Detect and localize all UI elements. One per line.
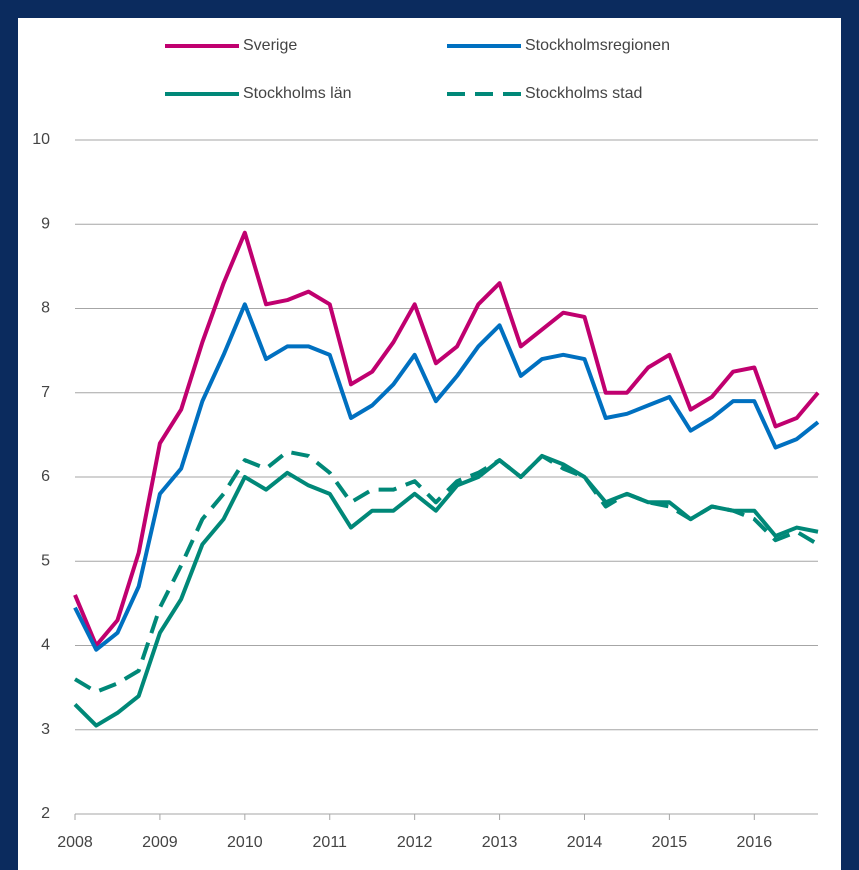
legend-label: Stockholms län [243,85,352,102]
x-tick-label: 2009 [142,834,178,851]
y-tick-label: 8 [41,300,50,317]
x-tick-label: 2011 [313,834,348,851]
plot-background [18,18,841,870]
x-tick-label: 2010 [227,834,263,851]
y-tick-label: 5 [41,552,50,569]
y-tick-label: 3 [41,721,50,738]
y-tick-label: 9 [41,215,50,232]
x-tick-label: 2012 [397,834,433,851]
legend-label: Stockholmsregionen [525,37,670,54]
legend-label: Sverige [243,37,297,54]
y-tick-label: 2 [41,805,50,822]
series-line [73,302,820,652]
series-line [73,449,820,694]
x-tick-label: 2008 [57,834,93,851]
x-tick-label: 2016 [737,834,773,851]
series-line [73,230,820,648]
y-tick-label: 6 [41,468,50,485]
x-tick-label: 2014 [567,834,603,851]
y-tick-label: 10 [32,131,50,148]
y-tick-label: 7 [41,384,50,401]
legend-label: Stockholms stad [525,85,642,102]
x-tick-label: 2015 [652,834,688,851]
series-line [73,453,819,728]
y-tick-label: 4 [41,637,50,654]
x-tick-label: 2013 [482,834,518,851]
